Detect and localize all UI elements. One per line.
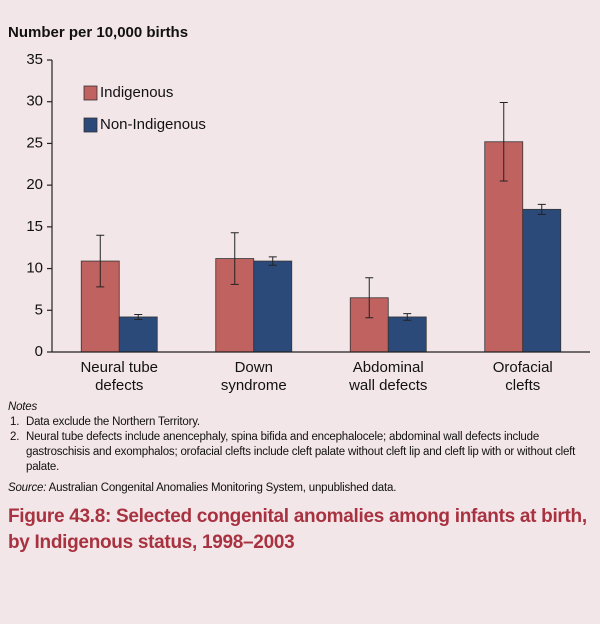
error-bar [230,232,239,285]
error-bar [403,313,412,321]
x-tick-label: clefts [505,377,540,394]
y-tick-label: 15 [26,218,43,235]
legend-label: Indigenous [100,84,173,101]
x-tick-label: Orofacial [493,359,553,376]
bar [387,316,427,353]
chart: Number per 10,000 births 0 5 10 15 20 25 30 35 I… [8,24,590,394]
error-bar [365,277,374,319]
y-tick-label: 10 [26,260,43,277]
y-tick-label: 25 [26,134,43,151]
note-text: Neural tube defects include anencephaly,… [26,431,576,473]
note-text: Data exclude the Northern Territory. [26,416,200,428]
note: 1. Data exclude the Northern Territory. [10,415,590,430]
source-label: Source: [8,482,47,494]
y-tick-label: 20 [26,176,43,193]
note: 2. Neural tube defects include anencephal… [10,430,590,475]
chart-title: Number per 10,000 births [8,24,188,41]
y-tick-label: 5 [35,301,43,318]
x-tick-label: wall defects [348,377,427,394]
y-tick-label: 35 [26,51,43,68]
bar [253,260,293,353]
legend-swatch [83,117,98,133]
bar [118,316,158,353]
notes-heading: Notes [8,401,38,413]
notes: Notes 1. Data exclude the Northern Territ… [0,400,600,496]
figure-caption: Figure 43.8: Selected congenital anomali… [8,506,587,553]
x-tick-label: defects [95,377,143,394]
bar [522,208,562,353]
note-number: 1. [10,416,20,428]
x-tick-label: Down [235,359,273,376]
x-tick-label: Abdominal [353,359,424,376]
legend-label: Non-Indigenous [100,116,206,133]
x-tick-label: Neural tube [80,359,158,376]
error-bar [499,102,508,182]
note-number: 2. [10,431,20,443]
error-bar [268,256,277,266]
error-bar [537,203,546,215]
legend-swatch [83,85,98,101]
x-tick-label: syndrome [221,377,287,394]
y-tick-label: 30 [26,93,43,110]
error-bar [96,234,105,288]
error-bar [134,313,143,320]
source-text: Australian Congenital Anomalies Monitori… [48,482,397,494]
source: Source: Australian Congenital Anomalies … [8,481,590,496]
y-tick-label: 0 [35,343,43,360]
